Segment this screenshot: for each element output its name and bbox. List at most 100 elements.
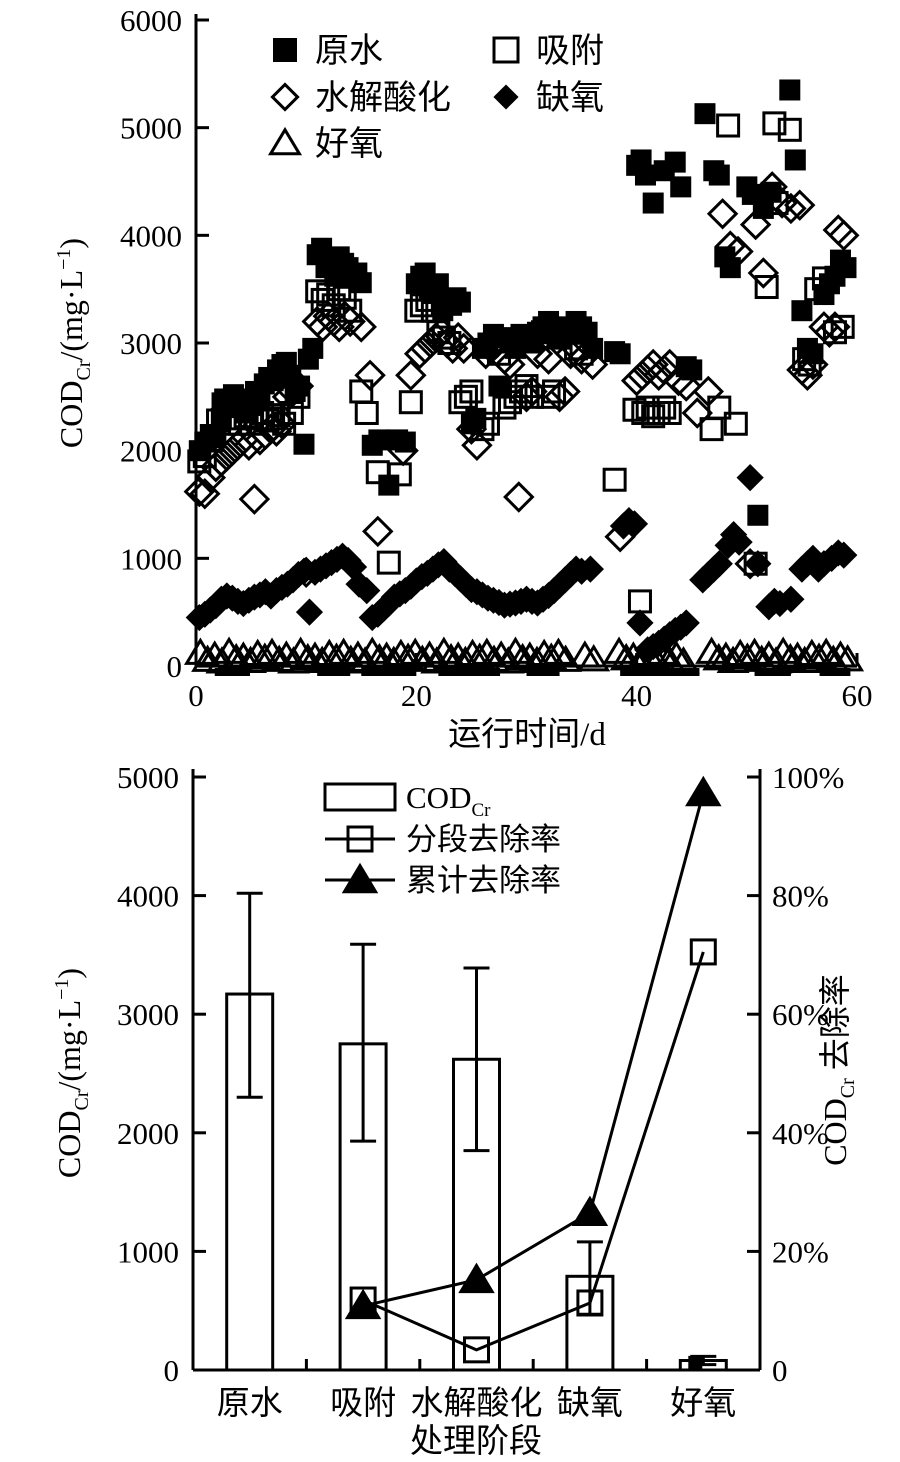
legend-label-anoxic: 缺氧: [536, 79, 604, 117]
aerobic-point: [738, 637, 771, 665]
category-label: 好氧: [670, 1385, 736, 1422]
legend-item-adsorption: 吸附: [492, 33, 604, 70]
x-tick-label: 60: [842, 678, 873, 713]
baseline-mark: [438, 668, 501, 676]
raw-water-point: [779, 79, 801, 101]
series-segment-removal: [349, 938, 717, 1364]
raw-water-legend-marker: [273, 38, 297, 62]
adsorption-point: [822, 320, 847, 345]
left-axis-title: CODCr/(mg·L−1): [51, 968, 93, 1178]
baseline-mark: [361, 668, 417, 676]
hydrolysis-acidification-point: [447, 332, 480, 365]
hydrolysis-acidification-point: [266, 408, 298, 440]
raw-water-point: [634, 164, 656, 186]
aerobic-point: [702, 642, 736, 671]
adsorption-point: [398, 390, 423, 415]
anoxic-point: [295, 598, 324, 626]
aerobic-point: [602, 636, 636, 664]
legend-item-cod-bar: CODCr: [323, 780, 491, 821]
baseline-mark: [620, 668, 700, 676]
aerobic-bar-mark: [688, 1355, 703, 1370]
hydrolysis-acidification-point: [576, 348, 609, 381]
adsorption-point: [830, 314, 855, 339]
adsorption-point: [716, 113, 741, 138]
anoxic-point: [725, 528, 753, 556]
aerobic-point: [824, 640, 857, 668]
adsorption-point: [338, 298, 363, 323]
aerobic-point: [577, 643, 611, 672]
adsorption-point: [602, 467, 627, 492]
hydrolysis-acidification-point: [692, 375, 725, 408]
scatter-chart: 0 1000 2000 3000 4000 5000 6000 0 20 40 60 运行时间/d CO…: [53, 3, 873, 753]
adsorption-point: [754, 275, 779, 300]
aerobic-point: [183, 637, 217, 665]
hydrolysis-acidification-legend-marker: [270, 82, 300, 112]
y-tick-label: 4000: [120, 218, 182, 253]
aerobic-point: [695, 636, 729, 664]
aerobic-legend-marker: [267, 126, 303, 156]
adsorption-point: [349, 379, 374, 404]
hydrolysis-acidification-point: [532, 343, 565, 375]
segment-removal-line: [362, 951, 705, 1352]
baseline-mark: [214, 668, 250, 676]
aerobic-point: [427, 636, 461, 664]
legend-item-raw-water: 原水: [273, 33, 383, 70]
hydrolysis-acidification-point: [722, 235, 754, 268]
category-label: 缺氧: [557, 1385, 623, 1422]
right-tick-label: 60%: [772, 997, 829, 1032]
adsorption-point: [777, 117, 802, 142]
x-tick-label: 40: [621, 678, 652, 713]
raw-water-point: [293, 433, 315, 455]
cumulative-removal-point: [571, 1195, 609, 1227]
y-tick-label: 1000: [120, 541, 182, 576]
aerobic-point: [284, 636, 318, 664]
aerobic-point: [766, 636, 800, 664]
legend-item-aerobic: 好氧: [267, 125, 383, 163]
hydrolysis-acidification-point: [653, 348, 686, 381]
hydrolysis-acidification-point: [387, 434, 419, 467]
aerobic-point: [291, 642, 325, 671]
aerobic-point: [802, 642, 836, 670]
baseline-mark: [754, 668, 791, 676]
raw-water-point: [609, 343, 631, 365]
anoxic-legend-marker: [493, 84, 519, 110]
bar-axes: 0 1000 2000 3000 4000 5000 0 20% 40% 60% 80% 100% 原水…: [117, 760, 844, 1422]
anoxic-point: [672, 609, 700, 637]
adsorption-point: [699, 417, 724, 442]
raw-water-point: [368, 429, 390, 451]
left-tick-label: 5000: [117, 760, 179, 795]
raw-water-point: [694, 103, 716, 125]
raw-water-point: [664, 151, 686, 173]
adsorption-point: [564, 336, 589, 361]
aerobic-point: [499, 636, 532, 664]
cumulative-removal-line: [362, 792, 705, 1308]
adsorption-point: [332, 285, 357, 310]
legend-item-anoxic: 缺氧: [493, 79, 604, 117]
adsorption-point: [723, 411, 748, 436]
series-aerobic: [183, 636, 865, 674]
x-axis-title: 运行时间/d: [448, 716, 606, 753]
adsorption-point: [531, 320, 556, 345]
right-tick-label: 40%: [772, 1116, 829, 1151]
anoxic-point: [626, 609, 654, 637]
hydrolysis-acidification-point: [706, 198, 739, 230]
bar-line-chart: 0 1000 2000 3000 4000 5000 0 20% 40% 60% 80% 100% 原水…: [51, 760, 859, 1460]
raw-water-point: [642, 192, 664, 214]
hydrolysis-acidification-point: [828, 219, 860, 252]
adsorption-legend-marker: [492, 36, 520, 64]
adsorption-point: [652, 395, 677, 420]
scatter-axes: 0 1000 2000 3000 4000 5000 6000 0 20 40 60: [120, 3, 873, 713]
hydrolysis-acidification-point: [255, 413, 287, 445]
adsorption-point: [569, 341, 594, 366]
legend-item-hydrolysis-acidification: 水解酸化: [270, 79, 451, 117]
right-axis-title: CODCr 去除率: [817, 974, 859, 1166]
aerobic-point: [659, 640, 693, 668]
category-label: 吸附: [330, 1385, 396, 1422]
series-cumulative-removal: [344, 775, 722, 1320]
cumulative-removal-point: [458, 1262, 495, 1294]
adsorption-point: [470, 417, 495, 442]
raw-water-point: [670, 176, 692, 198]
